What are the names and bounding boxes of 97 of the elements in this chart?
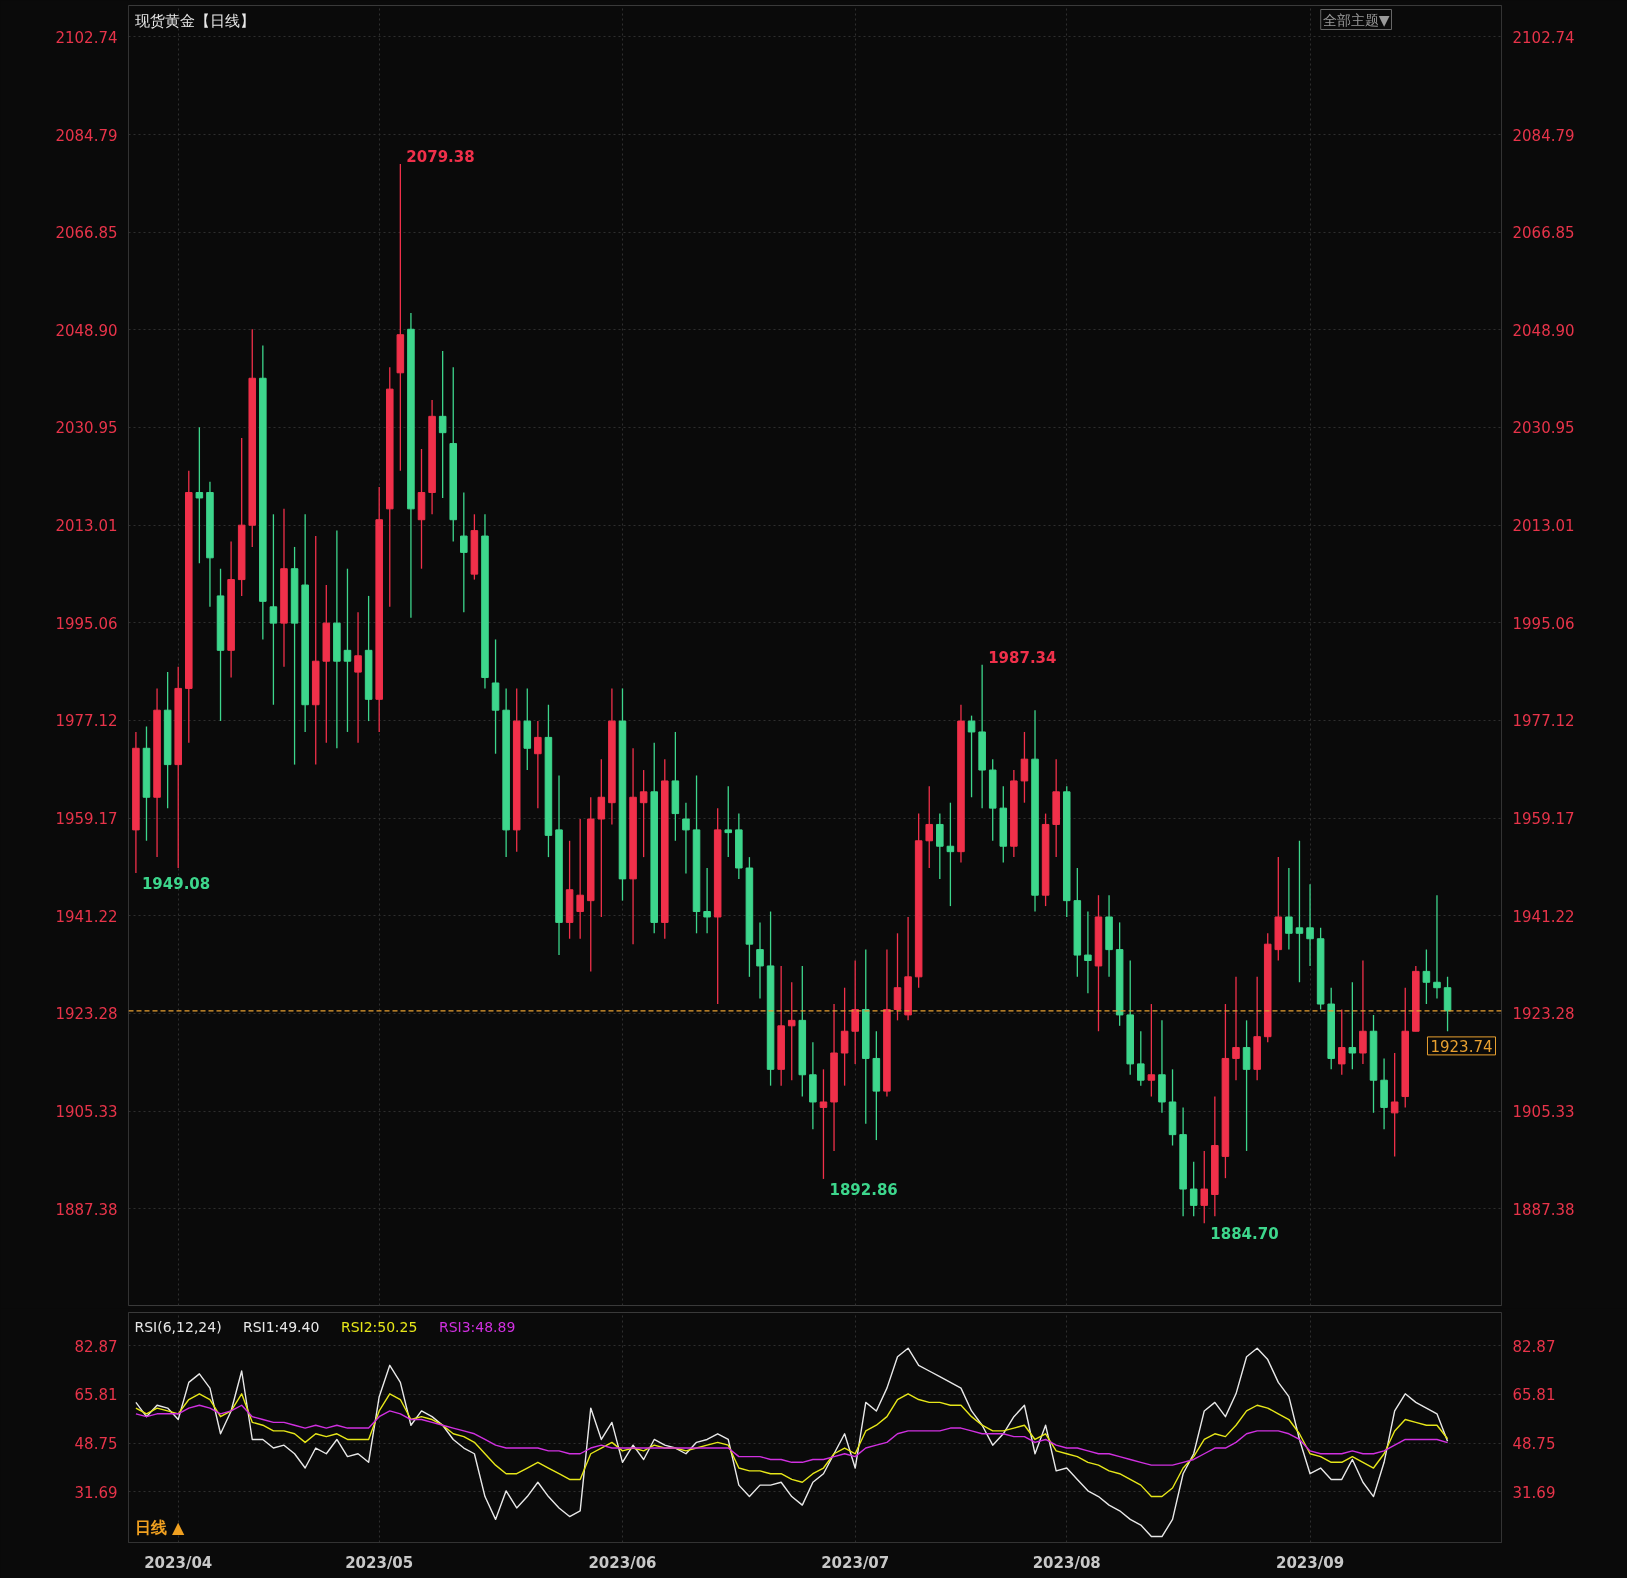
candlestick bbox=[967, 714, 976, 798]
y2-tick-label: 1887.38 bbox=[1512, 1200, 1575, 1219]
candlestick bbox=[438, 350, 447, 499]
annotation: 1892.86 bbox=[829, 1180, 898, 1199]
candlestick bbox=[534, 720, 542, 809]
candlestick bbox=[756, 921, 764, 1000]
y2-tick-label: 1977.12 bbox=[1512, 712, 1575, 731]
candlestick bbox=[195, 426, 204, 564]
annotation: 日线 ▲ bbox=[134, 1517, 186, 1537]
text: 现货黄金【日线】 bbox=[134, 11, 255, 30]
y2-tick-label: 48.75 bbox=[1512, 1435, 1556, 1454]
candlestick bbox=[460, 491, 468, 613]
y2-tick-label: 2084.79 bbox=[1512, 126, 1575, 145]
candlestick bbox=[946, 802, 955, 907]
candlestick bbox=[819, 1068, 828, 1180]
candlestick bbox=[1295, 840, 1304, 983]
chart-title: RSI(6,12,24) bbox=[134, 1318, 222, 1335]
x-tick-label: 2023/05 bbox=[345, 1553, 414, 1572]
candlestick bbox=[1084, 910, 1092, 994]
y2-tick-label: 2102.74 bbox=[1512, 28, 1575, 47]
x-tick-label: 2023/09 bbox=[1275, 1553, 1345, 1572]
x-tick-label: 2023/08 bbox=[1032, 1553, 1101, 1572]
y-tick-label: 1887.38 bbox=[55, 1200, 118, 1219]
y2-tick-label: 2048.90 bbox=[1512, 321, 1575, 340]
line-series bbox=[135, 1404, 1449, 1466]
annotation: 1949.08 bbox=[141, 875, 211, 893]
y-tick-label: 2013.01 bbox=[55, 517, 118, 536]
text: RSI3:48.89 bbox=[438, 1318, 516, 1335]
y2-tick-label: 2066.85 bbox=[1512, 224, 1575, 243]
y-tick-label: 2048.90 bbox=[55, 321, 118, 340]
candlestick bbox=[576, 818, 584, 940]
candlestick bbox=[1422, 948, 1431, 1005]
y2-tick-label: 1905.33 bbox=[1512, 1103, 1575, 1122]
y2-tick-label: 1995.06 bbox=[1512, 614, 1575, 633]
candlestick bbox=[354, 611, 362, 744]
y2-tick-label: 31.69 bbox=[1512, 1483, 1556, 1502]
annotation: 1987.34 bbox=[988, 648, 1057, 667]
y2-tick-label: 1959.17 bbox=[1512, 810, 1575, 829]
candlestick bbox=[787, 981, 796, 1081]
text: RSI2:50.25 bbox=[340, 1318, 418, 1335]
y-tick-label: 1941.22 bbox=[55, 907, 118, 926]
candlestick bbox=[703, 867, 711, 934]
y2-tick-label: 2013.01 bbox=[1512, 517, 1575, 536]
candlestick bbox=[1359, 959, 1367, 1065]
candlestick bbox=[1200, 1150, 1209, 1224]
x-tick-label: 2023/07 bbox=[821, 1553, 890, 1572]
candlestick bbox=[724, 785, 733, 858]
candlestick bbox=[1443, 976, 1452, 1032]
line-series bbox=[135, 1347, 1449, 1538]
y-tick-label: 31.69 bbox=[74, 1483, 118, 1502]
annotation: 2079.38 bbox=[406, 147, 475, 166]
candlestick bbox=[1338, 1008, 1346, 1076]
candlestick bbox=[1242, 1019, 1251, 1152]
y-tick-label: 2030.95 bbox=[55, 419, 118, 438]
y2-tick-label: 65.81 bbox=[1512, 1386, 1556, 1405]
candlestick bbox=[925, 785, 934, 869]
candlestick bbox=[936, 812, 944, 880]
y2-tick-label: 1941.22 bbox=[1512, 907, 1575, 926]
candlestick bbox=[1390, 1052, 1399, 1158]
candlestick bbox=[1306, 883, 1314, 967]
y2-tick-label: 1923.28 bbox=[1512, 1005, 1575, 1024]
y-tick-label: 1959.17 bbox=[55, 810, 118, 829]
candlestick bbox=[851, 959, 859, 1065]
x-tick-label: 2023/06 bbox=[588, 1553, 657, 1572]
candlestick bbox=[1137, 1030, 1145, 1087]
text: RSI1:49.40 bbox=[242, 1318, 320, 1335]
candlestick bbox=[1189, 1161, 1198, 1217]
y2-tick-label: 2030.95 bbox=[1512, 419, 1575, 438]
y-tick-label: 1923.28 bbox=[55, 1005, 118, 1024]
candlestick bbox=[269, 513, 278, 706]
candlestick bbox=[682, 802, 690, 875]
line-series bbox=[135, 1393, 1449, 1498]
y-tick-label: 1995.06 bbox=[55, 614, 118, 633]
ref-line-label: 1923.74 bbox=[1430, 1037, 1493, 1056]
annotation: 全部主题▼ bbox=[1322, 11, 1390, 28]
y-tick-label: 1905.33 bbox=[55, 1103, 118, 1122]
y-tick-label: 65.81 bbox=[74, 1386, 118, 1405]
annotation: 1884.70 bbox=[1210, 1225, 1279, 1244]
candlestick bbox=[597, 758, 606, 918]
y-tick-label: 2066.85 bbox=[55, 224, 118, 243]
x-tick-label: 2023/04 bbox=[144, 1553, 213, 1572]
candlestick bbox=[893, 932, 902, 1022]
candlestick bbox=[343, 568, 352, 733]
y-tick-label: 1977.12 bbox=[55, 712, 118, 731]
candlestick bbox=[1232, 976, 1240, 1081]
y2-tick-label: 82.87 bbox=[1512, 1337, 1556, 1356]
candlestick bbox=[1020, 731, 1029, 804]
y-tick-label: 2084.79 bbox=[55, 126, 118, 145]
y-tick-label: 48.75 bbox=[74, 1435, 118, 1454]
y-tick-label: 2102.74 bbox=[55, 28, 118, 47]
candlestick bbox=[1147, 1003, 1156, 1098]
candlestick bbox=[1348, 981, 1357, 1070]
candlestick bbox=[1433, 894, 1441, 1000]
candlestick bbox=[840, 987, 849, 1087]
y-tick-label: 82.87 bbox=[74, 1337, 118, 1356]
candlestick bbox=[639, 769, 648, 858]
candlestick bbox=[1285, 867, 1293, 951]
